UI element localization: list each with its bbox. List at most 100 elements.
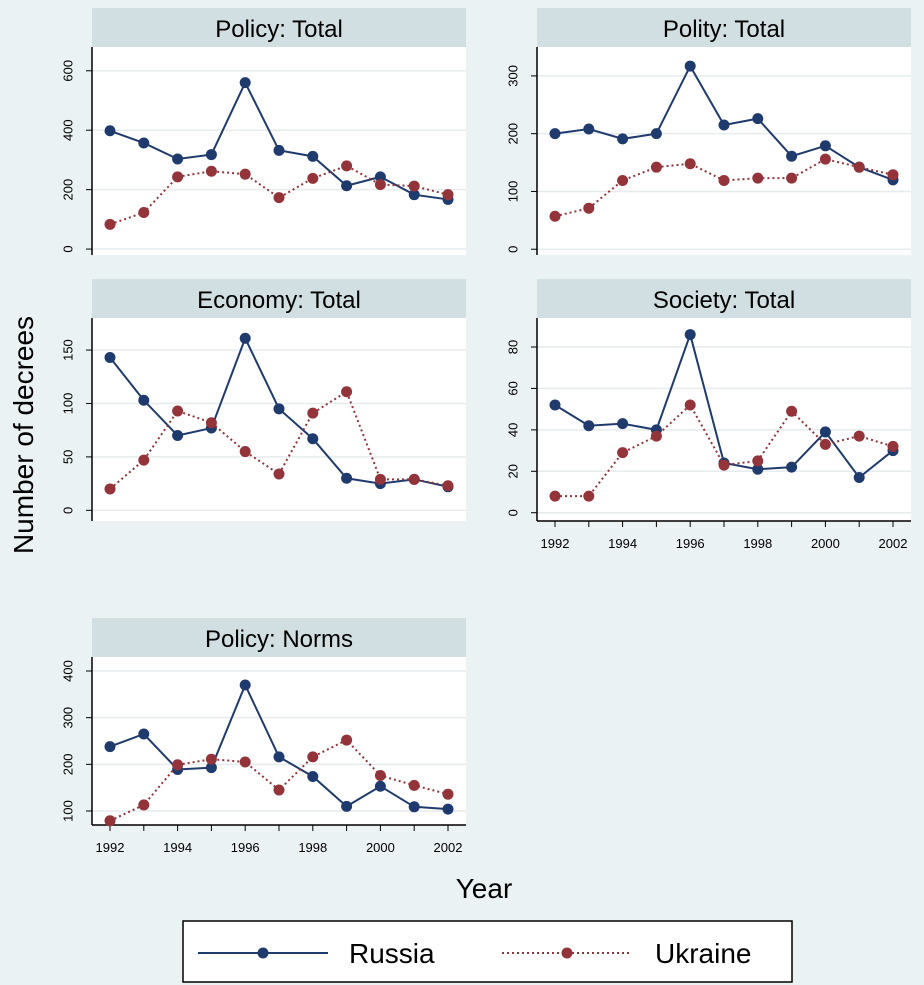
point-ukraine-1993 bbox=[583, 202, 595, 214]
point-ukraine-1995 bbox=[650, 430, 662, 442]
panel-society-total: Society: Total 0 20 40 60 80 1992 1994 1996 1998 2… bbox=[506, 279, 911, 551]
point-russia-2001 bbox=[853, 472, 865, 483]
panel-title: Society: Total bbox=[653, 287, 795, 314]
x-tick-label: 1994 bbox=[163, 840, 192, 855]
point-ukraine-2002 bbox=[442, 480, 454, 492]
point-russia-1992 bbox=[104, 741, 116, 753]
point-ukraine-1995 bbox=[205, 165, 217, 177]
point-russia-1994 bbox=[617, 133, 629, 145]
point-ukraine-2000 bbox=[374, 770, 386, 782]
point-russia-1993 bbox=[138, 137, 150, 149]
panel-title: Policy: Norms bbox=[205, 626, 353, 653]
y-tick-label: 100 bbox=[61, 393, 76, 415]
point-ukraine-2000 bbox=[374, 473, 386, 485]
x-tick-label: 2000 bbox=[366, 840, 395, 855]
point-russia-1999 bbox=[786, 461, 798, 473]
y-tick-label: 400 bbox=[61, 660, 76, 682]
point-ukraine-1992 bbox=[104, 483, 116, 495]
point-ukraine-2000 bbox=[374, 179, 386, 191]
point-ukraine-1996 bbox=[239, 756, 251, 768]
point-russia-1999 bbox=[341, 800, 353, 812]
x-tick-label: 1992 bbox=[96, 840, 125, 855]
y-tick-label: 0 bbox=[61, 245, 76, 252]
point-ukraine-2001 bbox=[408, 473, 420, 485]
point-ukraine-1999 bbox=[786, 405, 798, 417]
point-ukraine-1993 bbox=[138, 454, 150, 466]
point-russia-2001 bbox=[408, 801, 420, 813]
point-russia-1992 bbox=[549, 128, 561, 140]
point-ukraine-1998 bbox=[752, 455, 764, 467]
point-russia-1998 bbox=[307, 770, 319, 782]
point-russia-1996 bbox=[239, 77, 251, 89]
point-ukraine-1993 bbox=[583, 490, 595, 502]
point-ukraine-1997 bbox=[718, 459, 730, 471]
point-ukraine-1995 bbox=[205, 417, 217, 429]
point-russia-1999 bbox=[341, 472, 353, 484]
point-russia-1995 bbox=[205, 762, 217, 774]
series-russia bbox=[104, 77, 454, 205]
point-ukraine-1993 bbox=[138, 799, 150, 811]
point-russia-1995 bbox=[205, 149, 217, 161]
point-russia-1997 bbox=[273, 144, 285, 156]
point-ukraine-2000 bbox=[819, 438, 831, 450]
point-russia-1995 bbox=[650, 128, 662, 140]
point-ukraine-1994 bbox=[172, 759, 184, 771]
y-tick-label: 100 bbox=[61, 800, 76, 822]
y-tick-label: 600 bbox=[61, 60, 76, 82]
point-russia-1993 bbox=[138, 728, 150, 740]
y-tick-label: 0 bbox=[506, 246, 521, 253]
point-ukraine-2002 bbox=[442, 788, 454, 800]
point-ukraine-1997 bbox=[273, 784, 285, 796]
point-ukraine-1993 bbox=[138, 207, 150, 219]
y-tick-label: 0 bbox=[61, 507, 76, 514]
point-russia-1998 bbox=[752, 463, 764, 475]
point-ukraine-1995 bbox=[205, 753, 217, 765]
y-tick-label: 20 bbox=[506, 464, 521, 478]
point-russia-1996 bbox=[684, 329, 696, 341]
point-russia-2000 bbox=[374, 171, 386, 183]
point-russia-1993 bbox=[138, 394, 150, 406]
point-ukraine-1997 bbox=[718, 174, 730, 186]
point-ukraine-2002 bbox=[887, 169, 899, 181]
y-tick-label: 40 bbox=[506, 423, 521, 437]
y-tick-label: 200 bbox=[61, 753, 76, 775]
point-ukraine-1994 bbox=[617, 447, 629, 459]
point-russia-1992 bbox=[549, 399, 561, 411]
point-russia-1994 bbox=[172, 430, 184, 442]
panel-strip bbox=[537, 8, 911, 47]
series-ukraine bbox=[104, 386, 454, 495]
y-tick-label: 300 bbox=[61, 707, 76, 729]
point-russia-1998 bbox=[307, 433, 319, 445]
point-ukraine-2001 bbox=[853, 430, 865, 442]
y-tick-label: 300 bbox=[506, 65, 521, 87]
plot-area bbox=[92, 318, 466, 521]
series-ukraine bbox=[549, 153, 899, 222]
legend-item-russia: Russia bbox=[198, 938, 435, 969]
point-ukraine-1992 bbox=[104, 218, 116, 230]
point-ukraine-1999 bbox=[341, 160, 353, 172]
legend: Russia Ukraine bbox=[182, 920, 793, 983]
point-ukraine-1994 bbox=[172, 405, 184, 417]
point-russia-2000 bbox=[819, 426, 831, 438]
panel-title: Polity: Total bbox=[663, 16, 785, 43]
point-russia-1994 bbox=[172, 153, 184, 165]
x-tick-label: 1994 bbox=[608, 536, 637, 551]
point-russia-1993 bbox=[583, 123, 595, 135]
point-russia-1993 bbox=[583, 420, 595, 432]
point-ukraine-2001 bbox=[853, 161, 865, 173]
legend-marker-russia bbox=[257, 947, 269, 959]
point-ukraine-1999 bbox=[341, 734, 353, 746]
y-tick-label: 200 bbox=[506, 123, 521, 145]
panel-policy-total: Policy: Total 0 200 400 600 bbox=[61, 8, 466, 255]
x-tick-label: 1996 bbox=[231, 840, 260, 855]
point-ukraine-2000 bbox=[819, 153, 831, 165]
point-ukraine-1997 bbox=[273, 468, 285, 480]
legend-item-ukraine: Ukraine bbox=[502, 938, 751, 969]
point-russia-2000 bbox=[819, 140, 831, 152]
plot-area bbox=[537, 318, 911, 521]
plot-area bbox=[92, 657, 466, 825]
panel-polity-total: Polity: Total 0 100 200 300 bbox=[506, 8, 911, 255]
legend-marker-ukraine bbox=[561, 947, 573, 959]
legend-label-ukraine: Ukraine bbox=[655, 938, 751, 969]
point-ukraine-1996 bbox=[239, 446, 251, 458]
